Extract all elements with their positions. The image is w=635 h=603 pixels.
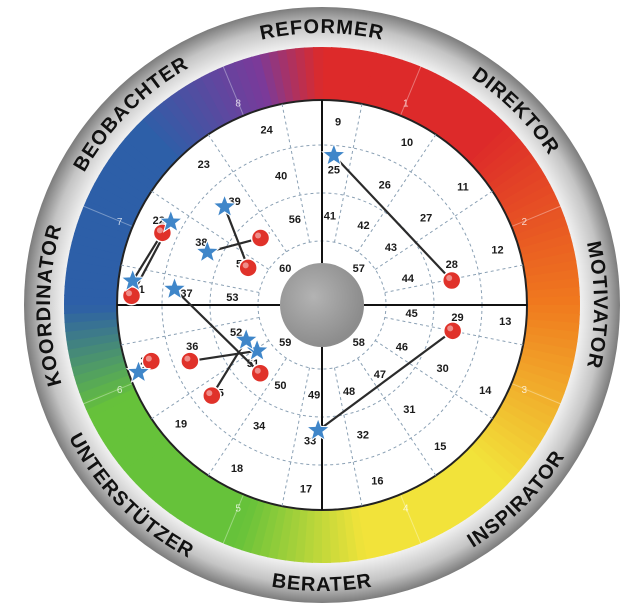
star-marker [233, 326, 259, 351]
color-ring [64, 46, 580, 563]
dot-marker [250, 228, 271, 248]
field-number-24: 24 [261, 125, 274, 137]
field-number-41: 41 [324, 210, 336, 222]
field-number-18: 18 [231, 463, 243, 475]
center-hub [280, 263, 364, 347]
field-number-13: 13 [499, 316, 511, 328]
marker-connection [333, 154, 453, 282]
field-number-60: 60 [279, 263, 291, 275]
dot-highlight [126, 290, 133, 297]
field-number-25: 25 [328, 165, 340, 177]
field-number-42: 42 [357, 220, 369, 232]
marker-connection [173, 288, 262, 375]
star-marker [211, 193, 238, 218]
field-number-56: 56 [289, 214, 301, 226]
field-number-57: 57 [353, 263, 365, 275]
field-number-32: 32 [357, 430, 369, 442]
field-number-36: 36 [186, 341, 198, 353]
star-markers [119, 142, 347, 442]
field-number-59: 59 [279, 337, 291, 349]
sector-number-7: 7 [117, 217, 123, 228]
field-number-26: 26 [379, 179, 391, 191]
sector-number-3: 3 [522, 385, 528, 396]
field-number-23: 23 [198, 159, 210, 171]
dot-marker [250, 363, 271, 384]
dot-marker [180, 351, 200, 371]
sector-number-8: 8 [235, 99, 241, 110]
star-marker [194, 238, 221, 264]
sector-number-1: 1 [403, 99, 409, 110]
field-number-53: 53 [226, 292, 238, 304]
field-number-14: 14 [479, 385, 492, 397]
field-number-47: 47 [374, 369, 386, 381]
field-number-45: 45 [406, 308, 418, 320]
field-number-43: 43 [385, 242, 397, 254]
dot-highlight [446, 275, 453, 282]
dot-marker [442, 321, 463, 341]
field-number-48: 48 [343, 386, 355, 398]
dot-highlight [156, 227, 163, 234]
field-number-15: 15 [434, 441, 446, 453]
field-number-11: 11 [457, 182, 469, 194]
star-marker [119, 267, 146, 292]
field-number-40: 40 [275, 170, 287, 182]
star-marker [125, 358, 152, 384]
field-number-10: 10 [401, 137, 413, 149]
role-label-berater: BERATER [270, 570, 373, 596]
dot-highlight [206, 390, 213, 397]
star-marker [158, 208, 184, 233]
field-number-17: 17 [300, 483, 312, 495]
marker-connection [317, 329, 454, 432]
dot-marker [441, 270, 462, 291]
field-number-30: 30 [437, 363, 449, 375]
field-number-27: 27 [420, 213, 432, 225]
star-marker [161, 275, 188, 301]
field-number-37: 37 [180, 288, 192, 300]
field-number-9: 9 [335, 117, 341, 129]
sector-number-5: 5 [235, 503, 241, 514]
field-number-44: 44 [402, 273, 415, 285]
dot-marker [141, 351, 162, 371]
field-number-19: 19 [175, 418, 187, 430]
dot-highlight [242, 262, 249, 269]
sector-number-2: 2 [522, 217, 528, 228]
field-number-31: 31 [403, 404, 415, 416]
field-number-34: 34 [253, 421, 266, 433]
dot-highlight [255, 232, 262, 239]
field-number-38: 38 [195, 237, 207, 249]
dot-highlight [254, 367, 261, 374]
field-number-29: 29 [451, 312, 463, 324]
dot-highlight [447, 325, 454, 332]
field-number-46: 46 [396, 342, 408, 354]
dot-marker [238, 258, 258, 278]
star-marker [305, 417, 331, 442]
field-number-16: 16 [371, 475, 383, 487]
marker-connection [223, 206, 250, 269]
grid-lines [117, 100, 527, 510]
sector-number-6: 6 [117, 385, 123, 396]
marker-connection [189, 349, 258, 363]
field-number-28: 28 [446, 259, 458, 271]
star-marker [321, 142, 347, 167]
field-number-50: 50 [274, 380, 286, 392]
field-number-12: 12 [491, 245, 503, 257]
field-number-58: 58 [353, 337, 365, 349]
dot-highlight [184, 355, 191, 362]
sector-number-4: 4 [403, 503, 409, 514]
field-number-49: 49 [308, 390, 320, 402]
dot-marker [202, 385, 222, 406]
dot-highlight [145, 355, 152, 362]
